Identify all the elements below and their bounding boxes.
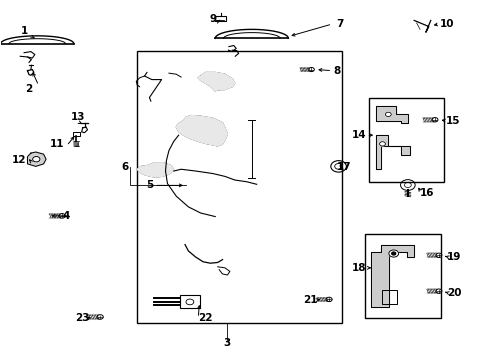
Text: 17: 17 xyxy=(336,162,351,172)
Circle shape xyxy=(385,112,390,117)
Polygon shape xyxy=(370,244,413,307)
Text: 5: 5 xyxy=(145,180,153,190)
Text: 1: 1 xyxy=(20,26,28,36)
Text: 22: 22 xyxy=(198,313,212,323)
Bar xyxy=(215,17,225,22)
Text: 3: 3 xyxy=(224,338,231,348)
Polygon shape xyxy=(375,135,409,169)
Text: 7: 7 xyxy=(335,19,343,29)
Text: 9: 9 xyxy=(209,14,216,24)
Bar xyxy=(382,290,396,305)
Text: 2: 2 xyxy=(25,84,33,94)
Polygon shape xyxy=(176,116,227,146)
Circle shape xyxy=(388,250,398,257)
Text: 11: 11 xyxy=(49,139,64,149)
Polygon shape xyxy=(198,72,234,91)
Text: 13: 13 xyxy=(70,112,85,122)
Text: 6: 6 xyxy=(121,162,128,172)
Polygon shape xyxy=(375,106,407,123)
Text: 14: 14 xyxy=(351,130,366,140)
Circle shape xyxy=(391,252,395,255)
Polygon shape xyxy=(27,152,46,166)
Bar xyxy=(365,234,440,318)
Text: 19: 19 xyxy=(446,252,460,262)
Text: 12: 12 xyxy=(12,155,26,165)
Bar xyxy=(180,296,199,308)
Text: 21: 21 xyxy=(303,295,317,305)
Text: 16: 16 xyxy=(419,188,434,198)
Text: 20: 20 xyxy=(446,288,461,298)
Bar xyxy=(137,51,341,323)
Text: 15: 15 xyxy=(445,116,460,126)
Text: 8: 8 xyxy=(333,66,340,76)
Bar xyxy=(368,98,444,182)
Text: 18: 18 xyxy=(351,263,366,273)
Text: 4: 4 xyxy=(62,211,70,221)
Polygon shape xyxy=(137,163,173,177)
Text: 10: 10 xyxy=(439,19,453,29)
Circle shape xyxy=(33,157,40,162)
Text: 23: 23 xyxy=(75,313,90,323)
Circle shape xyxy=(379,142,385,146)
